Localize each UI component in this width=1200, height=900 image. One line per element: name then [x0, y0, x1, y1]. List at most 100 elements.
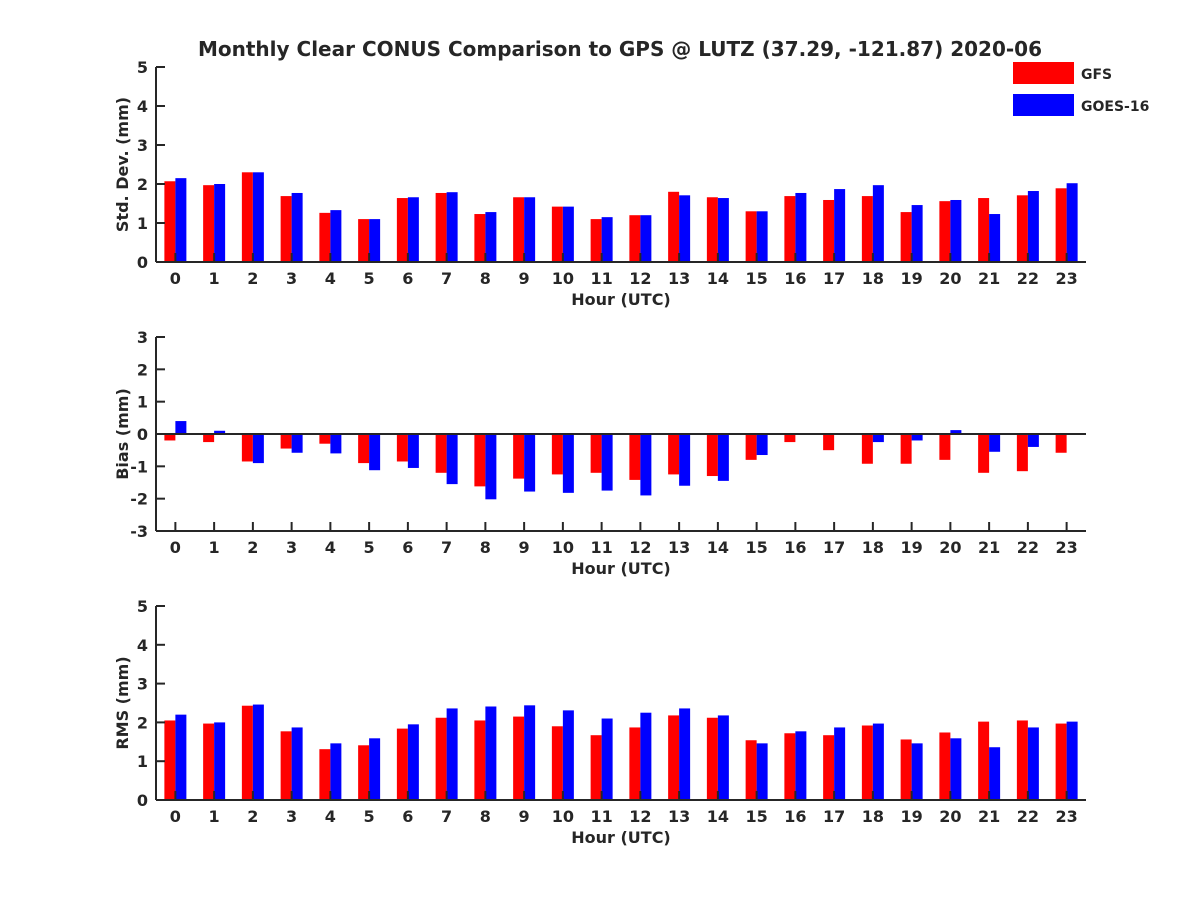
- rms-x-tick-label: 13: [668, 807, 690, 826]
- rms-bar-gfs-9: [513, 716, 525, 800]
- std-dev-bar-gfs-23: [1055, 188, 1067, 262]
- rms-x-tick-label: 14: [707, 807, 729, 826]
- std-dev-bar-goes-16-15: [756, 211, 768, 262]
- std-dev-bar-gfs-16: [784, 196, 796, 262]
- figure-title: Monthly Clear CONUS Comparison to GPS @ …: [198, 37, 1042, 61]
- bias-bar-goes-16-6: [407, 434, 419, 468]
- rms-y-tick-label: 1: [137, 752, 148, 771]
- bias-bar-goes-16-2: [252, 434, 264, 464]
- bias-bar-gfs-20: [939, 434, 951, 460]
- std-dev-bar-goes-16-22: [1027, 191, 1039, 262]
- rms-bar-goes-16-1: [214, 722, 226, 800]
- bias-bar-gfs-2: [241, 434, 253, 462]
- bias-bar-goes-16-8: [485, 434, 497, 500]
- bias-bar-goes-16-20: [950, 430, 962, 434]
- rms-bar-gfs-22: [1016, 720, 1028, 800]
- std-dev-bar-goes-16-18: [872, 185, 884, 262]
- bias-bar-goes-16-1: [214, 430, 226, 434]
- std-dev-x-tick-label: 13: [668, 269, 690, 288]
- std-dev-bar-gfs-11: [590, 219, 602, 262]
- rms-bar-gfs-13: [668, 715, 680, 800]
- bias-x-tick-label: 16: [784, 538, 806, 557]
- std-dev-bar-gfs-4: [319, 212, 331, 262]
- rms-x-tick-label: 8: [480, 807, 491, 826]
- rms-bar-goes-16-2: [252, 704, 264, 800]
- bias-x-tick-label: 5: [364, 538, 375, 557]
- bias-bar-goes-16-9: [524, 434, 536, 492]
- bias-x-tick-label: 11: [590, 538, 612, 557]
- rms-bar-goes-16-14: [717, 715, 729, 800]
- bias-y-tick-label: 3: [137, 328, 148, 347]
- std-dev-bar-gfs-10: [551, 206, 563, 262]
- bias-bar-goes-16-5: [369, 434, 381, 471]
- rms-x-tick-label: 1: [209, 807, 220, 826]
- std-dev-bar-goes-16-7: [446, 192, 458, 262]
- bias-bar-goes-16-19: [911, 434, 923, 441]
- std-dev-bar-gfs-17: [823, 199, 835, 262]
- std-dev-x-tick-label: 15: [745, 269, 767, 288]
- bias-x-tick-label: 13: [668, 538, 690, 557]
- bias-x-tick-label: 0: [170, 538, 181, 557]
- rms-bar-gfs-15: [745, 740, 757, 800]
- std-dev-x-tick-label: 8: [480, 269, 491, 288]
- std-dev-bar-goes-16-9: [524, 197, 536, 262]
- legend-label-gfs: GFS: [1081, 67, 1112, 83]
- bias-y-tick-label: 2: [137, 360, 148, 379]
- std-dev-x-tick-label: 11: [590, 269, 612, 288]
- bias-bar-goes-16-3: [291, 434, 303, 453]
- bias-x-tick-label: 6: [402, 538, 413, 557]
- bias-x-tick-label: 9: [519, 538, 530, 557]
- rms-bar-gfs-5: [358, 745, 370, 800]
- bias-bar-goes-16-7: [446, 434, 458, 485]
- rms-bar-goes-16-12: [640, 712, 652, 800]
- std-dev-bar-goes-16-19: [911, 205, 923, 262]
- std-dev-bar-gfs-8: [474, 214, 486, 262]
- rms-bar-gfs-14: [706, 717, 718, 800]
- std-dev-bar-goes-16-8: [485, 212, 497, 262]
- bias-bar-goes-16-11: [601, 434, 613, 491]
- std-dev-x-tick-label: 23: [1055, 269, 1077, 288]
- bias-bar-goes-16-14: [717, 434, 729, 481]
- rms-bar-goes-16-18: [872, 723, 884, 800]
- bias-x-tick-label: 18: [862, 538, 884, 557]
- std-dev-bar-goes-16-6: [407, 197, 419, 262]
- legend-swatch-goes-16: [1013, 94, 1074, 116]
- std-dev-bar-gfs-13: [668, 191, 680, 262]
- rms-x-tick-label: 12: [629, 807, 651, 826]
- bias-bar-gfs-12: [629, 434, 641, 480]
- bias-x-tick-label: 1: [209, 538, 220, 557]
- bias-bar-goes-16-10: [562, 434, 574, 493]
- rms-y-tick-label: 2: [137, 713, 148, 732]
- bias-x-tick-label: 12: [629, 538, 651, 557]
- bias-bar-gfs-11: [590, 434, 602, 473]
- legend-swatch-gfs: [1013, 62, 1074, 84]
- std-dev-x-tick-label: 14: [707, 269, 729, 288]
- rms-bar-gfs-17: [823, 735, 835, 800]
- rms-bar-goes-16-22: [1027, 727, 1039, 800]
- bias-x-tick-label: 14: [707, 538, 729, 557]
- rms-bar-gfs-20: [939, 732, 951, 800]
- bias-bar-gfs-22: [1016, 434, 1028, 472]
- rms-bar-gfs-7: [435, 717, 447, 800]
- bias-bar-goes-16-0: [175, 421, 187, 434]
- std-dev-x-tick-label: 4: [325, 269, 336, 288]
- legend-label-goes-16: GOES-16: [1081, 99, 1149, 115]
- rms-y-tick-label: 4: [137, 636, 148, 655]
- rms-bar-goes-16-7: [446, 708, 458, 800]
- bias-x-tick-label: 21: [978, 538, 1000, 557]
- std-dev-bar-goes-16-11: [601, 217, 613, 262]
- rms-bar-goes-16-23: [1066, 721, 1078, 800]
- rms-bar-goes-16-0: [175, 714, 187, 800]
- rms-bar-gfs-2: [241, 705, 253, 800]
- rms-x-tick-label: 6: [402, 807, 413, 826]
- rms-x-tick-label: 16: [784, 807, 806, 826]
- rms-bar-gfs-6: [396, 728, 408, 800]
- std-dev-bar-gfs-15: [745, 211, 757, 262]
- std-dev-x-tick-label: 12: [629, 269, 651, 288]
- rms-y-tick-label: 3: [137, 675, 148, 694]
- std-dev-bar-goes-16-23: [1066, 183, 1078, 262]
- rms-bar-goes-16-3: [291, 727, 303, 800]
- bias-x-tick-label: 2: [247, 538, 258, 557]
- std-dev-bar-gfs-2: [241, 172, 253, 262]
- rms-x-tick-label: 19: [900, 807, 922, 826]
